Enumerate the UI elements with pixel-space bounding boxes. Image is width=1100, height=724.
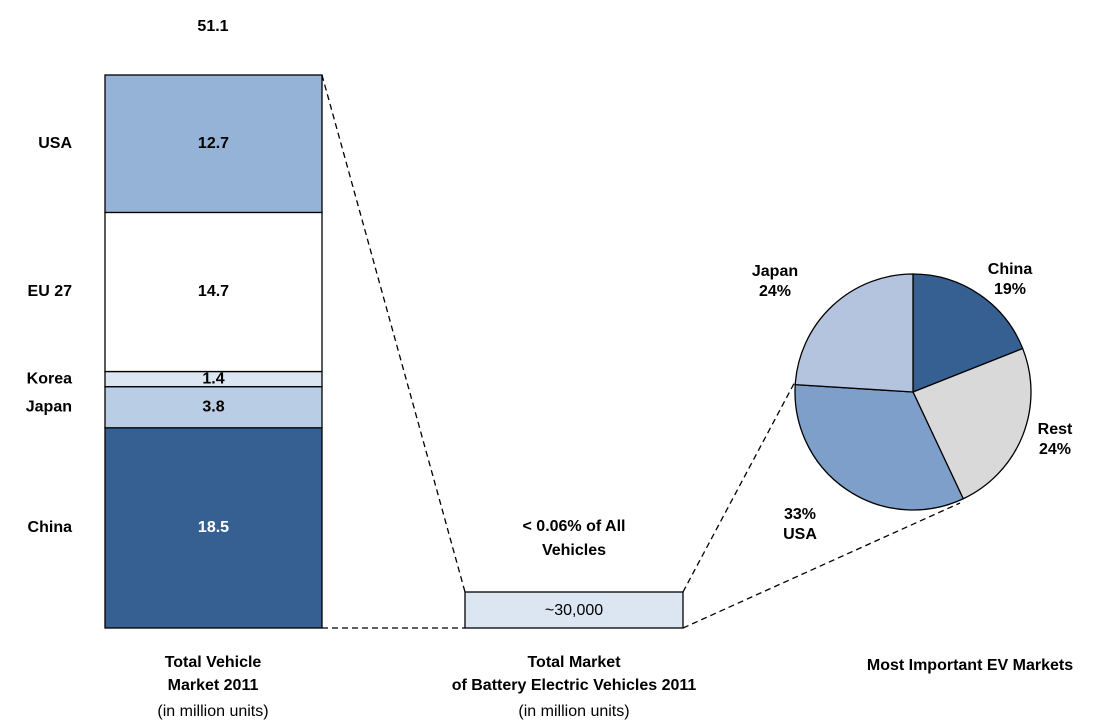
bar-segment [104,74,323,214]
share-note: < 0.06% of All [523,518,626,535]
connector-line [682,377,798,593]
segment-label: 18.5 [198,519,229,536]
pie-label: 24% [759,283,791,300]
unit-label: (in million units) [157,703,268,720]
caption: Most Important EV Markets [867,657,1073,674]
unit-label: (in million units) [518,703,629,720]
caption: Total Market [527,654,621,671]
total-label: 51.1 [197,18,228,35]
connector-line [682,502,961,629]
caption: of Battery Electric Vehicles 2011 [452,677,697,694]
pie-label: 24% [1039,441,1071,458]
pie-slice [794,383,965,511]
caption: Total Vehicle [165,654,262,671]
pie-slice [794,273,914,393]
share-note: Vehicles [542,542,606,559]
bar-segment [104,386,323,429]
pie-label: Rest [1038,421,1073,438]
category-label: Korea [27,370,72,387]
segment-label: 1.4 [202,370,224,387]
segment-label: 14.7 [198,283,229,300]
pie-label: 19% [994,281,1026,298]
pie-slice [912,273,1024,393]
segment-label: 3.8 [202,398,224,415]
bev-bar [464,591,684,629]
segment-label: 12.7 [198,135,229,152]
connector-line [321,74,466,593]
bar-segment [104,427,323,629]
category-label: Japan [26,398,72,415]
category-label: USA [38,135,72,152]
pie-label: 33% [784,506,816,523]
pie-slice [912,347,1032,500]
pie-label: China [988,261,1033,278]
bev-value-label: ~30,000 [545,602,603,619]
category-label: China [28,519,73,536]
connectors [321,74,961,629]
pie-label: USA [783,526,817,543]
bar-segment [104,211,323,373]
category-label: EU 27 [28,283,73,300]
caption: Market 2011 [168,677,259,694]
pie-label: Japan [752,263,798,280]
